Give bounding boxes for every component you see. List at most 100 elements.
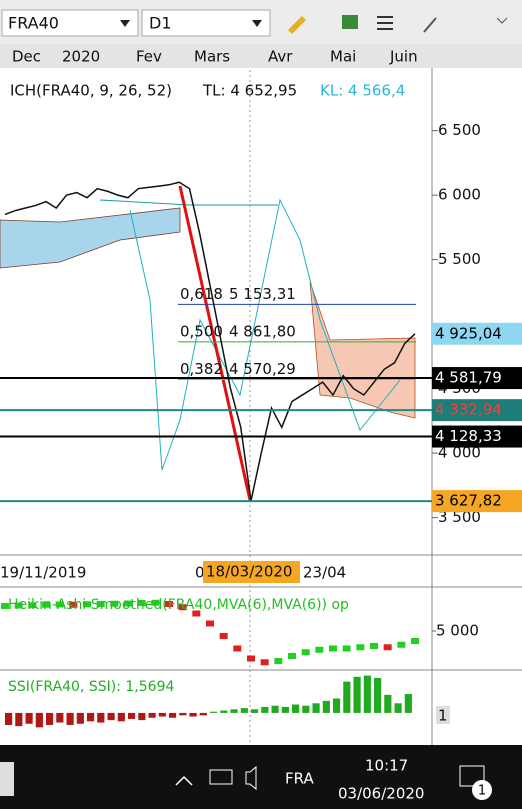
ssi-bar (240, 708, 248, 713)
ssi-marker-box (436, 706, 450, 724)
heikin-candle (55, 601, 64, 608)
ssi-bar (312, 703, 320, 713)
fib-ratio: 0,382 (180, 360, 223, 378)
ssi-bar (230, 709, 238, 713)
month: Juin (389, 48, 418, 66)
fib-price: 4 570,29 (229, 360, 296, 378)
ssi-bar (189, 712, 197, 717)
notification-badge (472, 780, 492, 800)
level-label: 4 332,94 (435, 401, 502, 419)
level-box (432, 425, 522, 448)
heikin-candle (397, 641, 406, 648)
y-tick-label: 6 500 (438, 121, 481, 139)
heikin-candle (14, 602, 23, 609)
heikin-candle (233, 645, 242, 652)
heikin-candle (329, 645, 337, 652)
heikin-candle (342, 645, 351, 652)
collapse[interactable] (496, 17, 508, 24)
heikin-candle (83, 601, 91, 608)
ssi-bar (158, 712, 166, 717)
heikin-candle (124, 600, 132, 607)
timeframe-select[interactable] (141, 9, 271, 37)
symbol-select[interactable] (1, 9, 139, 37)
dropdown-arrow (252, 20, 262, 27)
level-label: 3 627,82 (435, 492, 502, 510)
timeframe: D1 (149, 14, 172, 33)
notification-count: 1 (478, 784, 486, 799)
level-label: 4 128,33 (435, 427, 502, 445)
ssi-bar (46, 712, 54, 725)
ssi-bar (261, 706, 269, 713)
heikin-candle (315, 646, 324, 653)
heikin-candle (356, 644, 365, 651)
ssi-bar (271, 705, 279, 713)
ssi-bar (210, 711, 218, 713)
ssi-marker: 1 (438, 707, 448, 725)
level-label: 4 925,04 (435, 324, 502, 342)
time-header (0, 44, 522, 68)
image-icon[interactable] (342, 15, 358, 29)
ssi-bar (117, 712, 125, 722)
heikin-candle (411, 638, 419, 644)
chikou-line (129, 198, 401, 471)
volume-icon[interactable] (245, 765, 257, 791)
y-tick-label: 5 000 (436, 622, 479, 640)
ssi-bar (199, 712, 207, 716)
pen-icon[interactable] (423, 17, 437, 33)
heikin-label: Heikin-Ashi Smoothed(FRA40,MVA(6),MVA(6)… (8, 597, 349, 613)
kijun-line (99, 199, 278, 206)
app-icon[interactable] (0, 762, 14, 796)
kijun-label: KL: 4 566,4 (320, 82, 405, 100)
price-line (4, 181, 416, 501)
language[interactable]: FRA (285, 770, 314, 788)
month: Mars (194, 48, 230, 66)
ichimoku-cloud (309, 281, 416, 419)
heikin-candle (247, 655, 255, 662)
date-label: 18/03/2020 (206, 563, 292, 581)
heikin-candle (178, 604, 187, 611)
ssi-bar (384, 694, 392, 713)
fib-ratio: 0,500 (180, 322, 223, 340)
ssi-bar (394, 703, 402, 713)
ssi-bar (302, 705, 310, 713)
date-label: 23/04 (303, 564, 346, 582)
symbol: FRA40 (8, 14, 59, 33)
ssi-bar (343, 681, 351, 713)
list-icon[interactable] (377, 16, 393, 30)
heikin-candle (288, 653, 296, 659)
level-box (432, 367, 522, 390)
date-label: 0 (195, 564, 205, 582)
ruler-icon[interactable] (288, 16, 306, 34)
ssi-bar (220, 710, 228, 713)
heikin-candle (301, 649, 310, 656)
ssi-panel (5, 675, 412, 728)
y-tick-label: 5 500 (438, 250, 481, 268)
ssi-bar (148, 712, 156, 718)
tray-arrow[interactable] (175, 775, 193, 786)
heikin-candle (137, 600, 146, 606)
heikin-candle (192, 610, 201, 617)
dropdown-arrow (120, 20, 130, 27)
y-tick-label: 3 500 (438, 508, 481, 526)
ssi-label: SSI(FRA40, SSI): 1,5694 (8, 679, 174, 695)
y-tick-label: 6 000 (438, 186, 481, 204)
ssi-bar (138, 712, 146, 721)
clock-time[interactable]: 10:17 (365, 757, 408, 775)
level-box (432, 490, 522, 513)
ssi-bar (128, 712, 136, 719)
date-label: 19/11/2019 (0, 564, 86, 582)
ssi-bar (25, 712, 33, 724)
fib-price: 4 861,80 (229, 322, 296, 340)
notification-icon[interactable] (459, 765, 485, 787)
trend-line (178, 185, 252, 501)
ssi-bar (281, 706, 289, 713)
network-icon[interactable] (209, 769, 233, 785)
ssi-bar (56, 712, 64, 723)
clock-date[interactable]: 03/06/2020 (338, 785, 424, 803)
heikin-candle (69, 601, 78, 608)
ssi-bar (404, 694, 412, 713)
ssi-bar (87, 712, 95, 722)
heikin-candle (383, 644, 392, 651)
